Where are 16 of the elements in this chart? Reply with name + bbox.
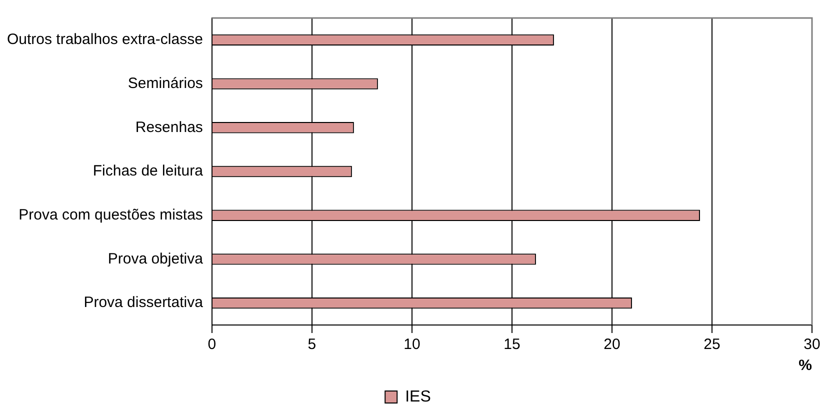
x-tick-label: 5 xyxy=(308,336,316,354)
x-tick-label: 10 xyxy=(404,336,420,354)
x-tick-label: 30 xyxy=(804,336,820,354)
x-tick-label: 15 xyxy=(504,336,520,354)
y-tick-label: Prova dissertativa xyxy=(84,294,204,312)
y-tick-label: Resenhas xyxy=(135,118,203,136)
y-tick-label: Fichas de leitura xyxy=(92,162,204,180)
x-tick-label: 20 xyxy=(604,336,620,354)
y-tick-label: Seminários xyxy=(128,74,203,92)
x-tick-label: 0 xyxy=(208,336,216,354)
y-tick-label: Outros trabalhos extra-classe xyxy=(6,31,203,48)
x-axis-title: % xyxy=(798,357,812,374)
y-tick-label: Prova com questões mistas xyxy=(18,206,203,224)
legend-label: IES xyxy=(405,388,431,406)
y-tick-label: Prova objetiva xyxy=(108,250,204,268)
x-tick-label: 25 xyxy=(704,336,720,354)
